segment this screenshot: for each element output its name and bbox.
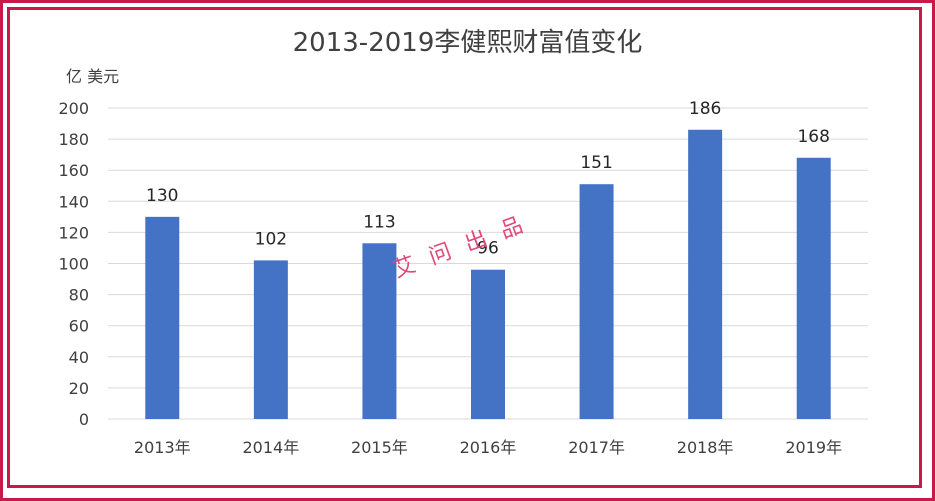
- x-axis-ticks: 2013年 2014年 2015年 2016年 2017年 2018年 2019年: [134, 438, 842, 457]
- bar: [688, 129, 723, 419]
- y-tick-label: 180: [58, 130, 89, 149]
- bar-value-label: 130: [146, 186, 178, 206]
- bar: [471, 269, 505, 419]
- y-tick-label: 0: [79, 410, 89, 429]
- x-tick-label: 2015年: [351, 438, 408, 457]
- y-tick-label: 120: [58, 223, 89, 242]
- y-tick-label: 80: [69, 286, 89, 305]
- value-labels: 130 102 113 96 151 186 168: [146, 99, 830, 259]
- y-tick-label: 200: [58, 99, 89, 118]
- x-tick-label: 2014年: [242, 438, 299, 457]
- bar-value-label: 168: [797, 127, 829, 147]
- bar: [253, 260, 288, 419]
- bar-value-label: 102: [255, 229, 287, 249]
- x-tick-label: 2016年: [460, 438, 517, 457]
- bar-value-label: 186: [689, 99, 721, 119]
- y-tick-label: 160: [58, 161, 89, 180]
- x-tick-label: 2017年: [568, 438, 625, 457]
- chart-title: 2013-2019李健熙财富值变化: [292, 28, 643, 58]
- y-tick-label: 60: [69, 317, 89, 336]
- y-tick-label: 40: [69, 348, 89, 367]
- y-tick-label: 100: [58, 255, 89, 274]
- y-tick-label: 140: [58, 192, 89, 211]
- x-tick-label: 2013年: [134, 438, 191, 457]
- bars: [145, 129, 831, 419]
- bar-value-label: 151: [580, 153, 612, 173]
- x-tick-label: 2019年: [785, 438, 842, 457]
- bar-value-label: 113: [363, 212, 395, 232]
- bar: [362, 243, 397, 419]
- inner-frame: [7, 7, 922, 488]
- bar-value-label: 96: [477, 239, 499, 259]
- bar: [796, 157, 831, 419]
- bar: [579, 184, 614, 419]
- y-tick-label: 20: [69, 379, 89, 398]
- x-tick-label: 2018年: [677, 438, 734, 457]
- y-axis-unit-label: 亿 美元: [66, 67, 120, 86]
- bar: [145, 216, 180, 419]
- y-axis-ticks: 0 20 40 60 80 100 120 140 160 180 200: [58, 99, 89, 429]
